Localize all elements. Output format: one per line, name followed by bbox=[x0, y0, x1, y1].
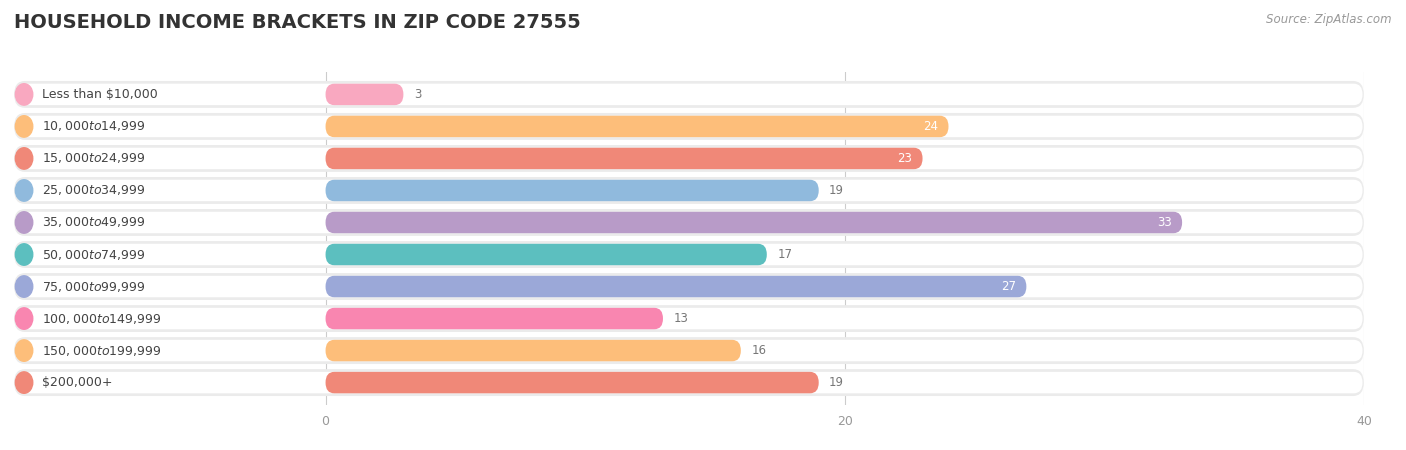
FancyBboxPatch shape bbox=[326, 180, 818, 201]
FancyBboxPatch shape bbox=[326, 84, 404, 105]
Text: $50,000 to $74,999: $50,000 to $74,999 bbox=[42, 248, 145, 261]
Text: $200,000+: $200,000+ bbox=[42, 376, 112, 389]
Text: Less than $10,000: Less than $10,000 bbox=[42, 88, 157, 101]
FancyBboxPatch shape bbox=[15, 148, 1362, 169]
Circle shape bbox=[15, 84, 32, 105]
FancyBboxPatch shape bbox=[326, 148, 922, 169]
Text: $10,000 to $14,999: $10,000 to $14,999 bbox=[42, 119, 145, 134]
FancyBboxPatch shape bbox=[15, 212, 1362, 233]
FancyBboxPatch shape bbox=[14, 305, 1364, 332]
Circle shape bbox=[15, 276, 32, 297]
Text: 24: 24 bbox=[924, 120, 938, 133]
Text: $35,000 to $49,999: $35,000 to $49,999 bbox=[42, 216, 145, 230]
Text: 17: 17 bbox=[778, 248, 792, 261]
FancyBboxPatch shape bbox=[326, 340, 741, 361]
FancyBboxPatch shape bbox=[14, 209, 1364, 236]
FancyBboxPatch shape bbox=[14, 369, 1364, 396]
Text: Source: ZipAtlas.com: Source: ZipAtlas.com bbox=[1267, 14, 1392, 27]
Text: HOUSEHOLD INCOME BRACKETS IN ZIP CODE 27555: HOUSEHOLD INCOME BRACKETS IN ZIP CODE 27… bbox=[14, 14, 581, 32]
Text: 16: 16 bbox=[751, 344, 766, 357]
FancyBboxPatch shape bbox=[14, 81, 1364, 108]
Circle shape bbox=[15, 372, 32, 393]
Text: $25,000 to $34,999: $25,000 to $34,999 bbox=[42, 184, 145, 198]
FancyBboxPatch shape bbox=[326, 372, 818, 393]
FancyBboxPatch shape bbox=[14, 273, 1364, 300]
Text: 23: 23 bbox=[897, 152, 912, 165]
FancyBboxPatch shape bbox=[326, 244, 766, 265]
FancyBboxPatch shape bbox=[326, 212, 1182, 233]
Text: 3: 3 bbox=[413, 88, 422, 101]
FancyBboxPatch shape bbox=[15, 180, 1362, 201]
FancyBboxPatch shape bbox=[326, 308, 664, 329]
Text: 27: 27 bbox=[1001, 280, 1017, 293]
Text: 19: 19 bbox=[830, 376, 844, 389]
Text: $75,000 to $99,999: $75,000 to $99,999 bbox=[42, 279, 145, 293]
FancyBboxPatch shape bbox=[14, 145, 1364, 172]
Text: 19: 19 bbox=[830, 184, 844, 197]
FancyBboxPatch shape bbox=[14, 337, 1364, 364]
Circle shape bbox=[15, 244, 32, 265]
FancyBboxPatch shape bbox=[326, 276, 1026, 297]
Circle shape bbox=[15, 212, 32, 233]
Text: 33: 33 bbox=[1157, 216, 1171, 229]
FancyBboxPatch shape bbox=[15, 116, 1362, 137]
Text: $100,000 to $149,999: $100,000 to $149,999 bbox=[42, 311, 162, 325]
FancyBboxPatch shape bbox=[15, 340, 1362, 361]
FancyBboxPatch shape bbox=[14, 177, 1364, 204]
Text: $15,000 to $24,999: $15,000 to $24,999 bbox=[42, 152, 145, 166]
Circle shape bbox=[15, 116, 32, 137]
Circle shape bbox=[15, 148, 32, 169]
FancyBboxPatch shape bbox=[326, 116, 949, 137]
Circle shape bbox=[15, 180, 32, 201]
FancyBboxPatch shape bbox=[15, 308, 1362, 329]
FancyBboxPatch shape bbox=[15, 84, 1362, 105]
Text: 13: 13 bbox=[673, 312, 689, 325]
Circle shape bbox=[15, 308, 32, 329]
FancyBboxPatch shape bbox=[15, 244, 1362, 265]
FancyBboxPatch shape bbox=[15, 276, 1362, 297]
Text: $150,000 to $199,999: $150,000 to $199,999 bbox=[42, 343, 162, 358]
Circle shape bbox=[15, 340, 32, 361]
FancyBboxPatch shape bbox=[15, 372, 1362, 393]
FancyBboxPatch shape bbox=[14, 241, 1364, 268]
FancyBboxPatch shape bbox=[14, 113, 1364, 140]
